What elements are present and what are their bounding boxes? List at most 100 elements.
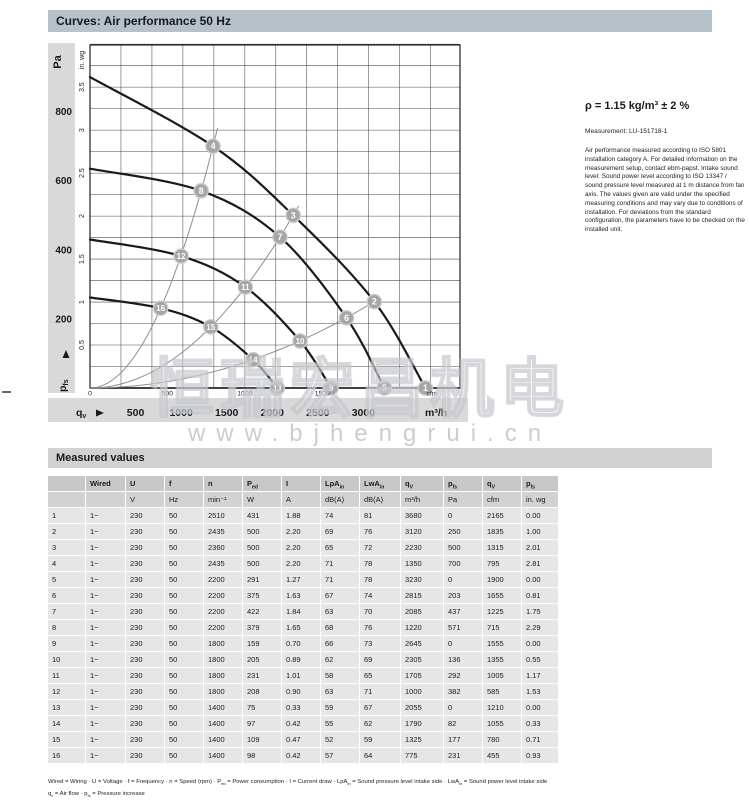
- table-cell: 66: [321, 636, 359, 651]
- operating-point-marker: 7: [272, 229, 288, 245]
- table-cell: 3230: [401, 572, 443, 587]
- table-cell: 1220: [401, 620, 443, 635]
- table-row: 13 1~ 230 50 1400 75 0.33 59 67 2055 0 1210 0.00: [48, 700, 558, 715]
- table-cell: 1~: [86, 668, 125, 683]
- table-cell: m³/h: [401, 492, 443, 507]
- svg-text:9: 9: [329, 383, 334, 393]
- table-cell: 57: [321, 748, 359, 763]
- table-cell: 231: [444, 748, 482, 763]
- table-row: 16 1~ 230 50 1400 98 0.42 57 64 775 231 455 0.93: [48, 748, 558, 763]
- table-cell: 159: [243, 636, 281, 651]
- table-cell: 1~: [86, 508, 125, 523]
- svg-text:7: 7: [278, 232, 283, 242]
- table-cell: 230: [126, 748, 164, 763]
- table-cell: 292: [444, 668, 482, 683]
- table-cell: 230: [126, 700, 164, 715]
- svg-text:2: 2: [79, 214, 86, 218]
- svg-text:2.5: 2.5: [79, 168, 86, 178]
- table-cell: 71: [360, 684, 400, 699]
- table-cell: 50: [165, 524, 203, 539]
- table-cell: 431: [243, 508, 281, 523]
- table-cell: 1800: [204, 652, 242, 667]
- table-cell: [48, 476, 85, 491]
- table-cell: 0.33: [282, 700, 320, 715]
- table-cell: 1~: [86, 748, 125, 763]
- table-cell: 16: [48, 748, 85, 763]
- table-cell: 500: [243, 524, 281, 539]
- table-cell: 1.01: [282, 668, 320, 683]
- x-axis-unit-cfm: cfm: [427, 391, 438, 398]
- table-cell: 0.93: [522, 748, 558, 763]
- table-cell: 59: [321, 700, 359, 715]
- table-row: 8 1~ 230 50 2200 379 1.65 68 76 1220 571 715 2.29: [48, 620, 558, 635]
- table-cell: Hz: [165, 492, 203, 507]
- table-cell: 1400: [204, 716, 242, 731]
- operating-point-marker: 15: [202, 319, 219, 335]
- table-cell: 2815: [401, 588, 443, 603]
- table-cell: [48, 492, 85, 507]
- table-cell: 382: [444, 684, 482, 699]
- table-cell: [86, 492, 125, 507]
- table-cell: 50: [165, 636, 203, 651]
- table-cell: 0.33: [522, 716, 558, 731]
- table-cell: 230: [126, 668, 164, 683]
- table-cell: 1~: [86, 732, 125, 747]
- table-cell: 50: [165, 556, 203, 571]
- table-row: 7 1~ 230 50 2200 422 1.84 63 70 2085 437 1225 1.75: [48, 604, 558, 619]
- table-cell: 1.27: [282, 572, 320, 587]
- x-axis-band: [48, 398, 468, 422]
- svg-text:3: 3: [79, 128, 86, 132]
- table-cell: 73: [360, 636, 400, 651]
- svg-text:1: 1: [423, 383, 428, 393]
- table-cell: 230: [126, 556, 164, 571]
- table-cell: 50: [165, 652, 203, 667]
- table-cell: 1~: [86, 700, 125, 715]
- operating-point-marker: 6: [338, 310, 355, 326]
- table-cell: 1.63: [282, 588, 320, 603]
- measurement-conditions-text: Air performance measured according to IS…: [585, 147, 745, 234]
- footnote-line: Wired = Wiring · U = Voltage · f = Frequ…: [48, 779, 548, 787]
- table-cell: 78: [360, 556, 400, 571]
- table-cell: 2230: [401, 540, 443, 555]
- table-cell: 12: [48, 684, 85, 699]
- table-cell: 2510: [204, 508, 242, 523]
- table-cell: 50: [165, 540, 203, 555]
- table-cell: 0.00: [522, 572, 558, 587]
- air-density-value: ρ = 1.15 kg/m³ ± 2 %: [585, 100, 690, 112]
- table-cell: 230: [126, 540, 164, 555]
- svg-text:13: 13: [273, 384, 282, 393]
- table-cell: 1835: [483, 524, 521, 539]
- table-cell: 59: [360, 732, 400, 747]
- table-cell: 379: [243, 620, 281, 635]
- fan-curve: [88, 296, 279, 390]
- table-cell: 50: [165, 684, 203, 699]
- table-cell: dB(A): [321, 492, 359, 507]
- operating-point-marker: 2: [366, 293, 383, 310]
- svg-text:11: 11: [241, 283, 250, 292]
- operating-point-marker: 1: [417, 380, 434, 396]
- table-cell: 230: [126, 588, 164, 603]
- table-row: 1 1~ 230 50 2510 431 1.88 74 81 3680 0 2165 0.00: [48, 508, 558, 523]
- svg-text:14: 14: [249, 356, 258, 365]
- table-cell: dB(A): [360, 492, 400, 507]
- table-cell: 1800: [204, 668, 242, 683]
- x-axis-label-qv: qv: [76, 407, 86, 420]
- table-cell: 1~: [86, 556, 125, 571]
- chart-grid: [89, 43, 460, 389]
- table-cell: 230: [126, 652, 164, 667]
- fan-curve: [88, 238, 333, 390]
- table-cell: 1.00: [522, 524, 558, 539]
- table-cell: 13: [48, 700, 85, 715]
- table-cell: 0.89: [282, 652, 320, 667]
- table-cell: 231: [243, 668, 281, 683]
- table-cell: V: [126, 492, 164, 507]
- table-row: 15 1~ 230 50 1400 109 0.47 52 59 1325 177 780 0.71: [48, 732, 558, 747]
- table-cell: 65: [321, 540, 359, 555]
- table-cell: 1~: [86, 572, 125, 587]
- table-cell: 0.81: [522, 588, 558, 603]
- table-cell: 1400: [204, 700, 242, 715]
- table-cell: 230: [126, 572, 164, 587]
- table-cell: 67: [360, 700, 400, 715]
- table-cell: 1.75: [522, 604, 558, 619]
- table-cell: 1~: [86, 636, 125, 651]
